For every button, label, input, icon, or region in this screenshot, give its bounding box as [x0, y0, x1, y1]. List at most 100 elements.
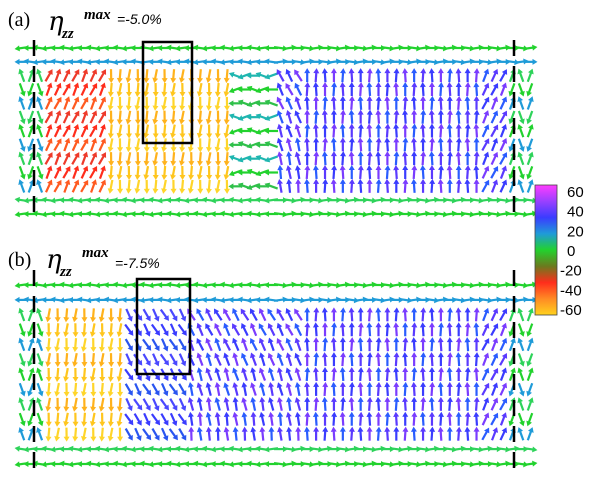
polarization-arrow	[27, 337, 35, 352]
polarization-arrow	[375, 151, 382, 166]
polarization-arrow	[241, 337, 248, 352]
polarization-arrow	[366, 82, 373, 97]
polarization-arrow	[80, 82, 89, 96]
polarization-arrow	[72, 367, 79, 382]
polarization-arrow	[27, 353, 35, 367]
polarization-arrow	[366, 426, 373, 441]
polarization-arrow	[142, 428, 152, 441]
polarization-arrow	[286, 178, 293, 193]
polarization-arrow	[508, 83, 516, 97]
polarization-arrow	[411, 82, 418, 97]
polarization-arrow	[205, 152, 212, 167]
polarization-arrow	[304, 165, 311, 180]
polarization-arrow	[419, 411, 426, 426]
polarization-arrow	[277, 151, 283, 166]
polarization-arrow	[357, 337, 364, 352]
polarization-arrow	[499, 82, 507, 96]
polarization-arrow	[348, 307, 355, 322]
polarization-arrow	[224, 179, 231, 194]
polarization-arrow	[375, 367, 382, 381]
polarization-arrow	[143, 138, 150, 153]
polarization-arrow	[285, 124, 293, 138]
polarization-arrow	[490, 382, 499, 396]
polarization-arrow	[393, 178, 400, 193]
polarization-arrow	[125, 308, 133, 322]
polarization-arrow	[53, 96, 62, 110]
polarization-arrow	[232, 352, 239, 367]
polarization-arrow	[170, 82, 176, 97]
polarization-arrow	[206, 124, 213, 139]
polarization-arrow	[464, 137, 471, 152]
polarization-arrow	[168, 383, 178, 396]
polarization-arrow	[481, 382, 490, 396]
polarization-arrow	[393, 109, 400, 124]
polarization-arrow	[393, 165, 400, 180]
polarization-arrow	[143, 412, 151, 427]
polarization-arrow	[473, 109, 480, 124]
polarization-arrow	[294, 151, 302, 166]
polarization-arrow	[375, 95, 382, 110]
polarization-arrow	[375, 82, 382, 96]
polarization-arrow	[322, 95, 329, 110]
polarization-arrow	[410, 178, 417, 193]
polarization-arrow	[125, 152, 132, 167]
polarization-arrow	[481, 96, 490, 110]
polarization-arrow	[321, 307, 328, 322]
polarization-arrow	[151, 338, 160, 352]
polarization-arrow	[188, 426, 195, 441]
polarization-arrow	[499, 367, 507, 381]
polarization-arrow	[161, 82, 168, 97]
polarization-arrow	[116, 124, 123, 139]
polarization-arrow	[143, 110, 150, 125]
polarization-arrow	[205, 337, 213, 352]
polarization-arrow	[107, 82, 114, 97]
polarization-arrow	[197, 69, 204, 84]
polarization-arrow	[170, 96, 177, 111]
polarization-arrow	[508, 353, 516, 367]
polarization-arrow	[438, 82, 445, 97]
polarization-arrow	[36, 323, 44, 337]
polarization-arrow	[178, 397, 187, 412]
polarization-arrow	[205, 411, 212, 426]
polarization-arrow	[80, 96, 89, 110]
polarization-arrow	[151, 427, 160, 441]
polarization-arrow	[429, 381, 436, 396]
polarization-arrow	[62, 83, 71, 96]
polarization-arrow	[446, 381, 453, 396]
polarization-arrow	[45, 412, 52, 427]
polarization-arrow	[36, 412, 44, 427]
polarization-arrow	[366, 137, 373, 152]
polarization-arrow	[438, 367, 445, 382]
polarization-arrow	[517, 397, 525, 411]
panel-b-eta-symbol: η	[46, 245, 62, 275]
polarization-arrow	[348, 95, 355, 110]
polarization-arrow	[508, 123, 516, 138]
polarization-arrow	[402, 411, 409, 426]
polarization-arrow	[321, 151, 328, 166]
polarization-arrow	[45, 165, 53, 179]
polarization-arrow	[473, 68, 480, 83]
polarization-arrow	[357, 396, 364, 411]
polarization-arrow	[393, 352, 400, 367]
polarization-arrow	[464, 68, 471, 83]
polarization-arrow	[523, 460, 538, 467]
polarization-arrow	[482, 68, 490, 83]
polarization-arrow	[339, 137, 346, 152]
polarization-arrow	[90, 308, 97, 323]
polarization-arrow	[36, 307, 44, 322]
polarization-arrow	[313, 396, 320, 411]
polarization-arrow	[205, 352, 213, 367]
polarization-arrow	[419, 165, 426, 180]
polarization-arrow	[455, 352, 462, 367]
polarization-arrow	[526, 412, 534, 427]
polarization-arrow	[464, 322, 471, 337]
polarization-arrow	[161, 124, 168, 139]
polarization-arrow	[214, 82, 221, 97]
polarization-arrow	[420, 68, 427, 83]
polarization-arrow	[446, 337, 453, 352]
polarization-arrow	[205, 110, 212, 125]
polarization-arrow	[80, 165, 89, 179]
polarization-arrow	[464, 165, 471, 180]
polarization-arrow	[178, 69, 185, 84]
polarization-arrow	[205, 382, 212, 396]
